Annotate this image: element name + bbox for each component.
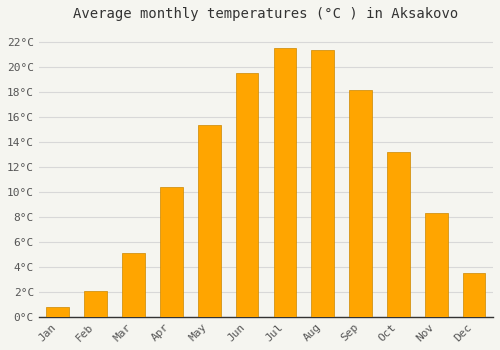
Bar: [46, 307, 69, 317]
Bar: [312, 50, 334, 317]
Bar: [274, 48, 296, 317]
Bar: [425, 213, 448, 317]
Bar: [387, 152, 410, 317]
Bar: [236, 73, 258, 317]
Bar: [84, 290, 107, 317]
Title: Average monthly temperatures (°C ) in Aksakovo: Average monthly temperatures (°C ) in Ak…: [74, 7, 458, 21]
Bar: [349, 90, 372, 317]
Bar: [122, 253, 145, 317]
Bar: [160, 187, 182, 317]
Bar: [198, 125, 220, 317]
Bar: [463, 273, 485, 317]
